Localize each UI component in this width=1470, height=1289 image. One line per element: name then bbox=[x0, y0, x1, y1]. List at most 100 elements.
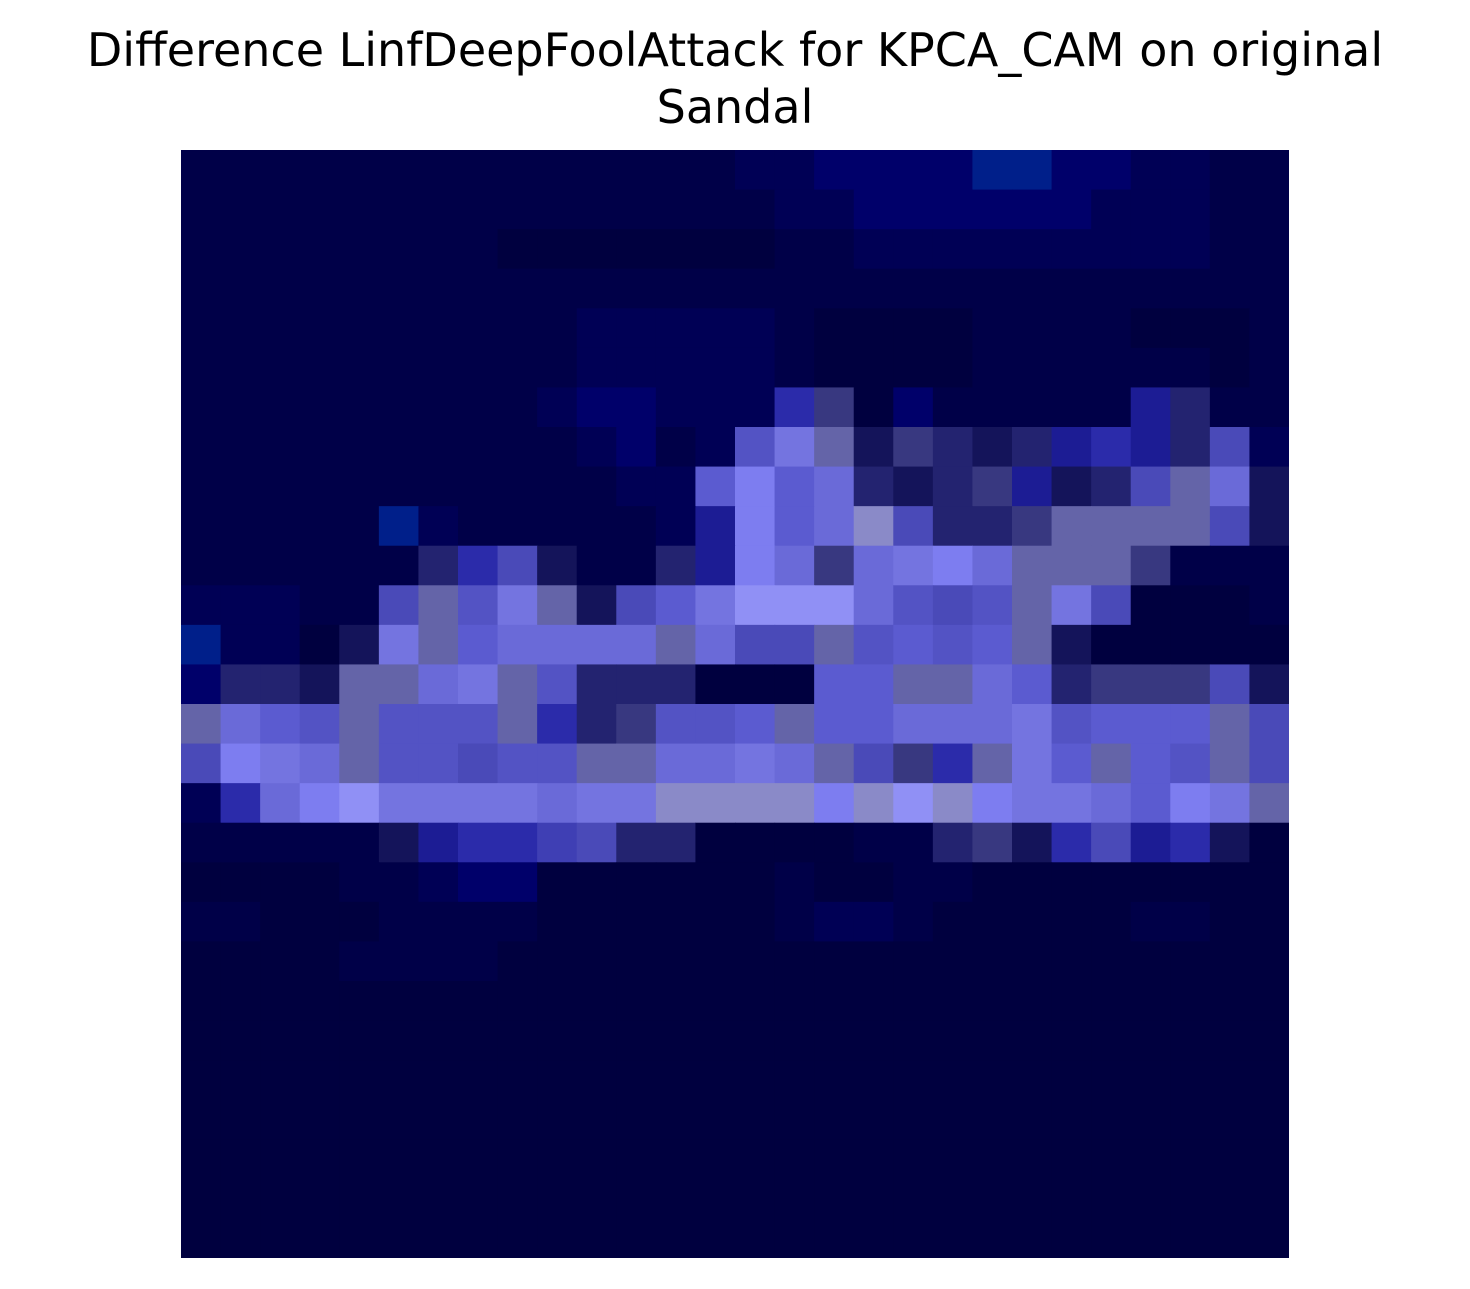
heatmap-cell bbox=[695, 743, 736, 784]
heatmap-cell bbox=[1051, 427, 1092, 468]
heatmap-cell bbox=[299, 427, 340, 468]
heatmap-cell bbox=[1170, 427, 1211, 468]
heatmap-cell bbox=[1209, 229, 1251, 270]
heatmap-cell bbox=[339, 704, 380, 745]
heatmap-cell bbox=[1170, 189, 1211, 230]
heatmap-cell bbox=[774, 1020, 815, 1061]
heatmap-cell bbox=[1170, 822, 1211, 863]
heatmap-cell bbox=[1091, 387, 1132, 428]
heatmap-cell bbox=[1209, 901, 1251, 943]
heatmap-cell bbox=[814, 1218, 855, 1258]
heatmap-cell bbox=[655, 466, 697, 507]
heatmap-cell bbox=[537, 229, 578, 270]
heatmap-cell bbox=[1051, 822, 1092, 863]
heatmap-cell bbox=[576, 308, 617, 349]
heatmap-cell bbox=[774, 1099, 815, 1140]
heatmap-cell bbox=[1170, 545, 1211, 586]
heatmap-cell bbox=[972, 427, 1013, 468]
heatmap-cell bbox=[695, 308, 736, 349]
heatmap-cell bbox=[576, 1099, 617, 1140]
heatmap-cell bbox=[735, 981, 776, 1022]
heatmap-cell bbox=[972, 862, 1013, 903]
heatmap-cell bbox=[972, 901, 1013, 943]
heatmap-cell bbox=[299, 624, 340, 666]
heatmap-cell bbox=[378, 624, 420, 666]
heatmap-cell bbox=[1091, 862, 1132, 903]
heatmap-cell bbox=[418, 743, 459, 784]
heatmap-cell bbox=[458, 941, 499, 982]
heatmap-cell bbox=[260, 704, 301, 745]
heatmap-cell bbox=[1012, 268, 1053, 309]
heatmap-cell bbox=[893, 981, 934, 1022]
heatmap-cell bbox=[932, 1178, 974, 1220]
heatmap-cell bbox=[893, 427, 934, 468]
heatmap-cell bbox=[695, 347, 736, 389]
heatmap-cell bbox=[893, 229, 934, 270]
heatmap-cell bbox=[932, 150, 974, 191]
heatmap-cell bbox=[695, 941, 736, 982]
heatmap-cell bbox=[695, 862, 736, 903]
heatmap-cell bbox=[181, 347, 222, 389]
heatmap-cell bbox=[616, 1060, 657, 1101]
heatmap-cell bbox=[655, 1060, 697, 1101]
heatmap-cell bbox=[1209, 1060, 1251, 1101]
heatmap-cell bbox=[655, 664, 697, 705]
heatmap-cell bbox=[299, 704, 340, 745]
heatmap-cell bbox=[378, 466, 420, 507]
heatmap-cell bbox=[616, 1020, 657, 1061]
heatmap-cell bbox=[260, 585, 301, 626]
heatmap-cell bbox=[260, 189, 301, 230]
heatmap-cell bbox=[497, 1218, 538, 1258]
heatmap-cell bbox=[537, 624, 578, 666]
heatmap-cell bbox=[378, 229, 420, 270]
heatmap-cell bbox=[972, 1178, 1013, 1220]
heatmap-cell bbox=[893, 664, 934, 705]
heatmap-cell bbox=[1249, 1178, 1289, 1220]
heatmap-cell bbox=[814, 981, 855, 1022]
heatmap-cell bbox=[1249, 466, 1289, 507]
heatmap-cell bbox=[1170, 743, 1211, 784]
heatmap-cell bbox=[497, 1099, 538, 1140]
heatmap-cell bbox=[181, 862, 222, 903]
heatmap-cell bbox=[378, 704, 420, 745]
heatmap-cell bbox=[735, 1139, 776, 1180]
heatmap-cell bbox=[458, 268, 499, 309]
heatmap-cell bbox=[774, 466, 815, 507]
heatmap-cell bbox=[1091, 1218, 1132, 1258]
heatmap-cell bbox=[181, 387, 222, 428]
heatmap-cell bbox=[576, 1020, 617, 1061]
heatmap-cell bbox=[418, 941, 459, 982]
heatmap-cell bbox=[972, 1139, 1013, 1180]
heatmap-cell bbox=[497, 941, 538, 982]
heatmap-cell bbox=[774, 585, 815, 626]
heatmap-cell bbox=[1012, 189, 1053, 230]
heatmap-cell bbox=[260, 743, 301, 784]
heatmap-cell bbox=[616, 427, 657, 468]
heatmap-cell bbox=[774, 862, 815, 903]
heatmap-cell bbox=[378, 1099, 420, 1140]
heatmap-cell bbox=[181, 545, 222, 586]
heatmap-cell bbox=[378, 1060, 420, 1101]
heatmap-cell bbox=[1051, 506, 1092, 547]
heatmap-cell bbox=[1209, 1020, 1251, 1061]
heatmap-cell bbox=[1249, 664, 1289, 705]
heatmap-cell bbox=[1170, 981, 1211, 1022]
heatmap-cell bbox=[497, 268, 538, 309]
heatmap-cell bbox=[695, 506, 736, 547]
heatmap-cell bbox=[339, 1020, 380, 1061]
heatmap-cell bbox=[299, 901, 340, 943]
heatmap-cell bbox=[260, 347, 301, 389]
heatmap-cell bbox=[181, 1060, 222, 1101]
heatmap-cell bbox=[1130, 901, 1171, 943]
heatmap-cell bbox=[537, 704, 578, 745]
heatmap-cell bbox=[220, 862, 261, 903]
heatmap-cell bbox=[1012, 783, 1053, 824]
heatmap-cell bbox=[735, 229, 776, 270]
heatmap-cell bbox=[774, 506, 815, 547]
heatmap-cell bbox=[774, 1178, 815, 1220]
heatmap-cell bbox=[1051, 664, 1092, 705]
heatmap-cell bbox=[378, 308, 420, 349]
heatmap-cell bbox=[339, 545, 380, 586]
heatmap-cell bbox=[853, 150, 894, 191]
heatmap-cell bbox=[418, 901, 459, 943]
